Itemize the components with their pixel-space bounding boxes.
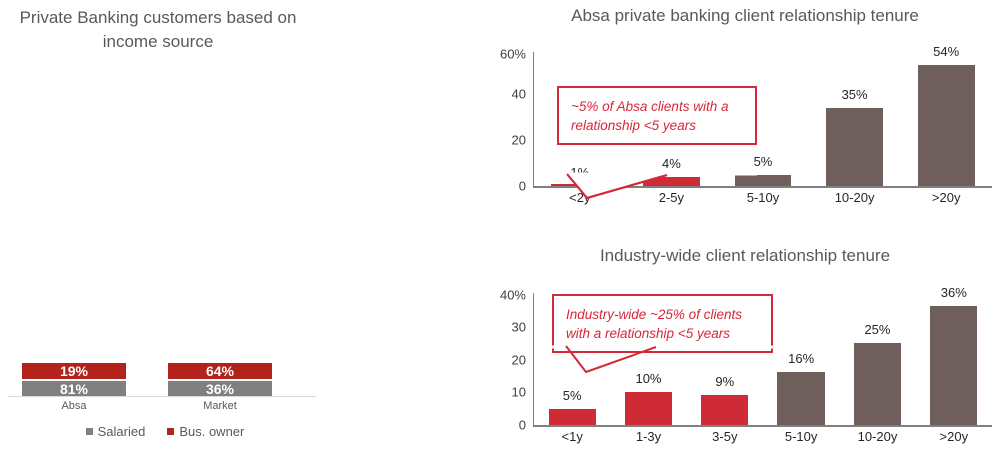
stack-segment-salaried: 36% <box>168 381 272 397</box>
xlabel: 3-5y <box>712 429 738 444</box>
bottom-chart-yaxis: 40% 30 20 10 0 <box>490 282 532 460</box>
bottom-chart-bars: 5% 10% 9% 16% 25% <box>534 285 992 425</box>
top-chart-callout-tail <box>557 172 757 199</box>
top-chart-xaxis-line <box>533 186 992 188</box>
ytick: 40 <box>511 86 526 102</box>
bottom-chart-callout-tail <box>552 345 773 373</box>
top-chart-bars: 1% 4% 5% 35% 54% <box>534 44 992 186</box>
top-chart-callout: ~5% of Absa clients with a relationship … <box>557 86 757 145</box>
ytick: 10 <box>511 384 526 400</box>
bar[interactable] <box>930 306 978 425</box>
bar[interactable] <box>777 372 825 425</box>
bar-slot[interactable]: 5% <box>534 293 610 425</box>
stack-segment-bus-owner: 19% <box>22 363 126 381</box>
stacked-bar-market[interactable]: 64% 36% <box>168 363 272 397</box>
bar-value-label: 9% <box>715 374 735 389</box>
top-chart-yaxis-line <box>533 52 534 186</box>
legend-item-salaried[interactable]: Salaried <box>85 424 146 439</box>
xlabel: 2-5y <box>658 190 685 205</box>
bar-slot[interactable]: 25% <box>839 293 915 425</box>
bar[interactable] <box>734 175 792 186</box>
bar[interactable] <box>917 65 975 186</box>
xlabel: 10-20y <box>834 190 875 205</box>
bar[interactable] <box>701 395 749 425</box>
legend-label: Bus. owner <box>179 424 245 439</box>
left-chart-baseline <box>8 396 316 397</box>
top-chart-title: Absa private banking client relationship… <box>571 6 919 25</box>
bar-value-label: 35% <box>841 87 868 102</box>
ytick: 0 <box>518 417 526 433</box>
left-chart-title: Private Banking customers based on incom… <box>19 8 297 51</box>
xlabel: 10-20y <box>857 429 898 444</box>
income-source-chart: Private Banking customers based on incom… <box>0 0 330 460</box>
bottom-chart-yaxis-line <box>533 293 534 425</box>
bar[interactable] <box>826 108 883 186</box>
legend-swatch-icon <box>167 428 175 435</box>
bar-slot[interactable]: 36% <box>916 285 992 425</box>
bar[interactable] <box>643 177 700 186</box>
bar-slot[interactable]: 9% <box>687 293 763 425</box>
bar-value-label: 36% <box>940 285 967 300</box>
bar-slot[interactable]: 5% <box>717 52 809 186</box>
bar-value-label: 5% <box>562 388 582 403</box>
legend-swatch-icon <box>85 428 93 435</box>
stack-segment-salaried: 81% <box>22 381 126 397</box>
xlabel: 5-10y <box>784 429 818 444</box>
top-chart-xlabels: <2y 2-5y 5-10y 10-20y >20y <box>534 190 992 205</box>
ytick: 30 <box>511 319 526 335</box>
bar-value-label: 16% <box>788 351 815 366</box>
left-chart-xlabel-absa: Absa <box>61 400 87 412</box>
stack-segment-bus-owner: 64% <box>168 363 272 381</box>
xlabel: 5-10y <box>746 190 780 205</box>
bar-slot[interactable]: 16% <box>763 293 839 425</box>
absa-tenure-chart: Absa private banking client relationship… <box>490 0 1000 228</box>
bar-value-label: 54% <box>933 44 960 59</box>
bottom-chart-callout: Industry-wide ~25% of clients with a rel… <box>552 294 773 353</box>
bar[interactable] <box>624 392 673 425</box>
legend-item-bus-owner[interactable]: Bus. owner <box>167 424 244 439</box>
bottom-chart-plot: 40% 30 20 10 0 5% 10% 9% <box>490 282 1000 460</box>
top-chart-yaxis: 60% 40 20 0 <box>490 40 532 225</box>
bottom-chart-title: Industry-wide client relationship tenure <box>599 246 891 265</box>
bar-slot[interactable]: 10% <box>610 293 686 425</box>
bar-value-label: 5% <box>753 154 773 169</box>
xlabel: >20y <box>939 429 969 444</box>
stacked-bar-absa[interactable]: 19% 81% <box>22 363 126 397</box>
bar-slot[interactable]: 4% <box>626 52 718 186</box>
left-chart-plot: 19% 81% 64% 36% <box>0 82 330 397</box>
xlabel: 1-3y <box>635 429 662 444</box>
bottom-chart-xlabels: <1y 1-3y 3-5y 5-10y 10-20y >20y <box>534 429 992 444</box>
bottom-chart-xaxis-line <box>533 425 992 427</box>
xlabel: >20y <box>931 190 961 205</box>
top-chart-plot: 60% 40 20 0 1% 4% 5% <box>490 40 1000 225</box>
xlabel: <1y <box>561 429 583 444</box>
industry-tenure-chart: Industry-wide client relationship tenure… <box>490 240 1000 460</box>
bar-slot[interactable]: 35% <box>809 52 901 186</box>
ytick: 60% <box>499 46 526 62</box>
bar[interactable] <box>853 343 902 425</box>
legend-label: Salaried <box>97 424 146 439</box>
bar-value-label: 25% <box>864 322 891 337</box>
ytick: 20 <box>511 132 526 148</box>
left-chart-legend: Salaried Bus. owner <box>0 424 330 439</box>
ytick: 20 <box>511 352 526 368</box>
bar-slot[interactable]: 54% <box>900 44 992 186</box>
bar-value-label: 4% <box>661 156 681 171</box>
ytick: 40% <box>499 287 526 303</box>
left-chart-xlabel-market: Market <box>203 400 237 412</box>
bar[interactable] <box>548 409 596 425</box>
bar-value-label: 10% <box>635 371 662 386</box>
ytick: 0 <box>518 178 526 194</box>
